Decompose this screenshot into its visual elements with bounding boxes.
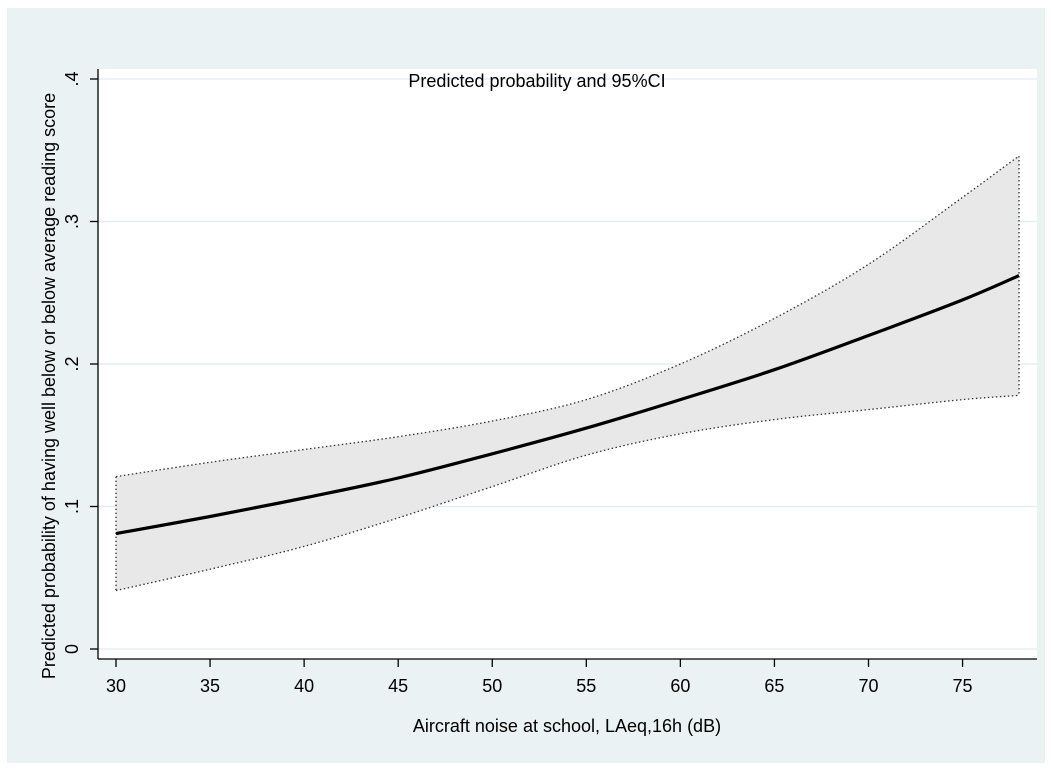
ci-band (116, 156, 1019, 591)
y-tick-label: 0 (62, 644, 82, 654)
y-tick-label: .4 (62, 71, 82, 86)
x-tick-label: 50 (482, 676, 502, 696)
x-tick-label: 30 (106, 676, 126, 696)
x-tick-label: 40 (294, 676, 314, 696)
y-tick-label: .1 (62, 499, 82, 514)
x-tick-label: 55 (576, 676, 596, 696)
ci-upper-line (115, 155, 1020, 478)
chart-title: Predicted probability and 95%CI (408, 71, 665, 91)
x-tick-label: 60 (670, 676, 690, 696)
y-tick-label: .2 (62, 356, 82, 371)
estimate-line (115, 274, 1020, 536)
x-tick-label: 65 (764, 676, 784, 696)
y-tick-label: .3 (62, 214, 82, 229)
x-axis-title: Aircraft noise at school, LAeq,16h (dB) (413, 716, 721, 736)
axes: 30 35 40 45 50 55 60 65 70 75 0 .1 .2 .3 .4 (62, 69, 1037, 696)
x-tick-label: 70 (858, 676, 878, 696)
y-axis-title: Predicted probability of having well bel… (39, 93, 59, 679)
x-tick-label: 45 (388, 676, 408, 696)
x-tick-label: 75 (953, 676, 973, 696)
x-tick-label: 35 (200, 676, 220, 696)
ci-lower-line (115, 394, 1020, 592)
